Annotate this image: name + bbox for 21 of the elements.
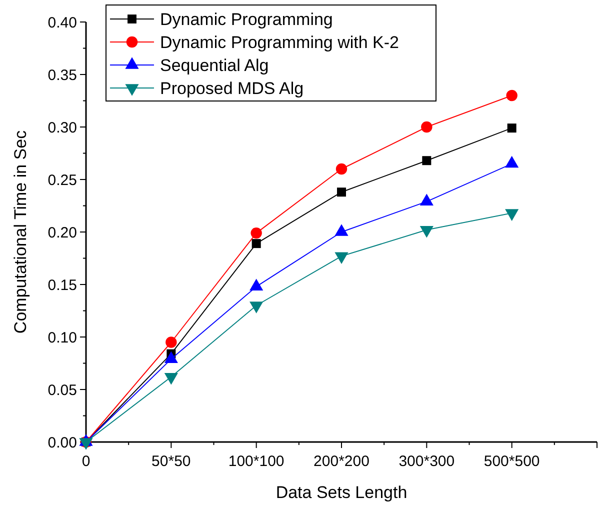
x-tick-label: 0: [82, 453, 90, 470]
y-tick-label: 0.05: [48, 382, 77, 399]
y-tick-label: 0.40: [48, 14, 77, 32]
legend-label: Dynamic Programming with K-2: [160, 32, 400, 52]
y-tick-label: 0.20: [48, 224, 77, 242]
y-tick-label: 0.25: [48, 172, 77, 189]
y-tick-label: 0.35: [48, 66, 77, 84]
legend-label: Proposed MDS Alg: [160, 78, 304, 98]
legend-label: Dynamic Programming: [160, 10, 333, 29]
y-axis-title: Computational Time in Sec: [11, 130, 30, 334]
x-tick-label: 500*500: [484, 453, 540, 470]
y-tick-label: 0.00: [48, 434, 77, 452]
y-tick-label: 0.30: [48, 119, 77, 136]
x-axis-title: Data Sets Length: [276, 483, 408, 502]
x-tick-label: 200*200: [314, 453, 370, 470]
x-tick-label: 50*50: [152, 453, 191, 470]
y-tick-label: 0.10: [48, 329, 77, 346]
y-tick-label: 0.15: [48, 276, 77, 294]
legend-label: Sequential Alg: [160, 56, 269, 75]
x-tick-label: 300*300: [398, 453, 455, 470]
x-tick-label: 100*100: [228, 453, 284, 470]
